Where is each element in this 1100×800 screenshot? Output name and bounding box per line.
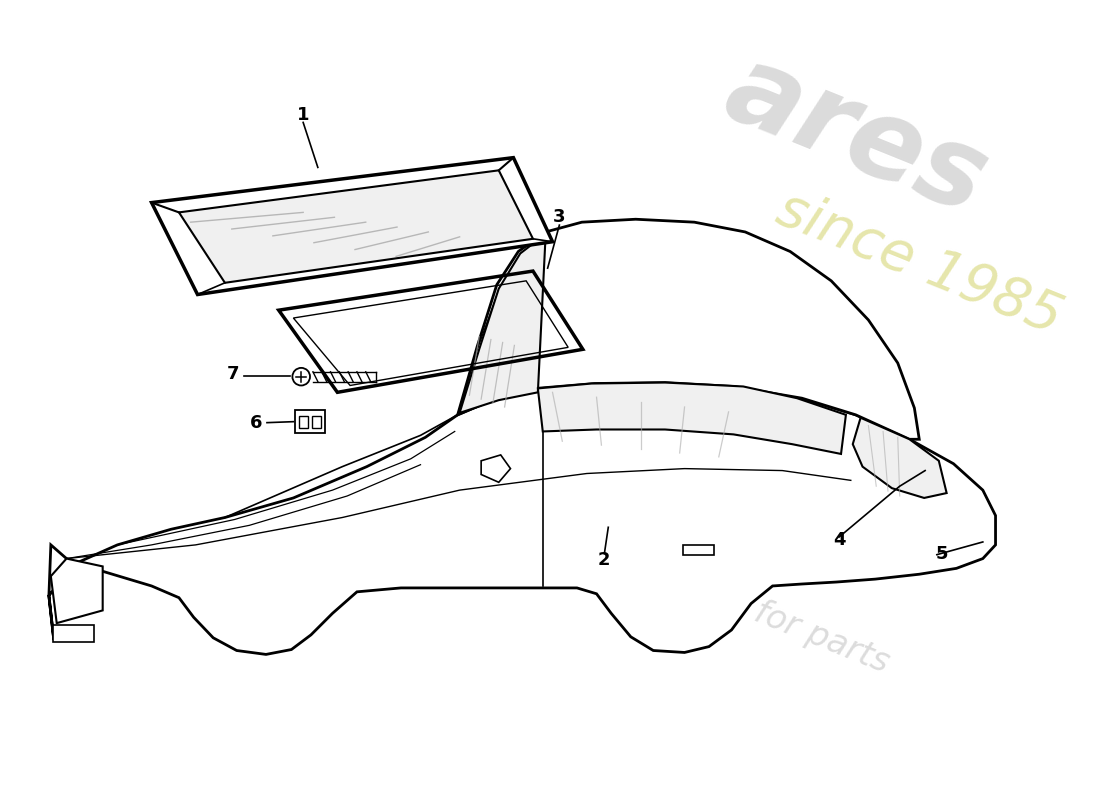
Text: 6: 6	[250, 414, 263, 432]
Text: 1: 1	[297, 106, 309, 123]
Polygon shape	[152, 158, 552, 294]
Text: 4: 4	[833, 531, 845, 549]
Text: ares: ares	[710, 36, 1001, 237]
Bar	[53, 625, 94, 642]
Text: 3: 3	[553, 208, 565, 226]
Polygon shape	[179, 170, 534, 283]
Polygon shape	[458, 219, 920, 439]
Bar	[299, 416, 308, 427]
Polygon shape	[460, 234, 546, 413]
Polygon shape	[51, 558, 102, 623]
Text: 2: 2	[598, 550, 611, 569]
Text: 7: 7	[227, 365, 239, 382]
Bar	[295, 410, 324, 434]
Circle shape	[293, 368, 310, 386]
Text: since 1985: since 1985	[769, 182, 1069, 345]
Polygon shape	[48, 382, 996, 654]
Polygon shape	[538, 382, 846, 454]
Text: 5: 5	[935, 545, 948, 562]
Polygon shape	[852, 418, 947, 498]
Text: a passion for parts: a passion for parts	[593, 532, 893, 679]
Bar	[683, 545, 714, 554]
Polygon shape	[481, 455, 510, 482]
Bar	[312, 416, 321, 427]
